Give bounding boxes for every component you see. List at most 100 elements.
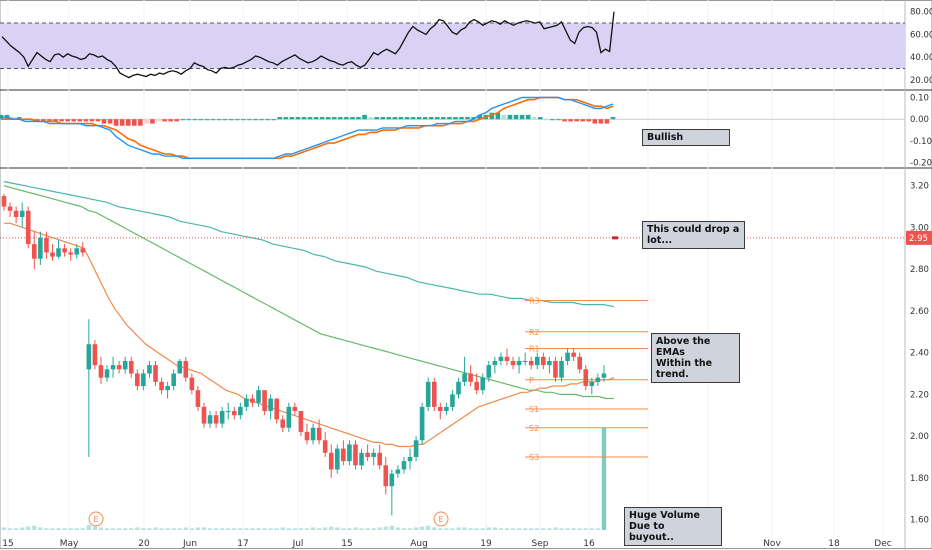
macd-histogram-bar (319, 117, 325, 120)
volume-bar (462, 527, 467, 530)
volume-bar (516, 528, 522, 530)
macd-histogram-bar (434, 117, 440, 120)
volume-bar (480, 528, 485, 530)
x-tick-label: Aug (410, 539, 428, 549)
candle-body (395, 469, 401, 474)
candle-body (322, 440, 328, 453)
candle-body (274, 398, 279, 420)
candle-body (541, 356, 546, 366)
volume-bar (407, 528, 413, 530)
volume-bar (510, 528, 516, 530)
volume-bar (56, 528, 61, 530)
annotation-drop: This could drop a lot... (642, 221, 745, 249)
candle-body (177, 360, 183, 374)
candle-body (504, 356, 510, 361)
candle-body (571, 352, 576, 357)
volume-bar (583, 528, 588, 530)
volume-bar (32, 525, 37, 530)
candle-body (56, 248, 61, 257)
current-price-badge (906, 230, 932, 245)
volume-bar (292, 528, 298, 530)
candle-body (462, 373, 467, 382)
volume-bar (541, 528, 546, 530)
macd-histogram-bar (271, 119, 276, 121)
candle-body (110, 365, 116, 370)
macd-histogram-bar (198, 119, 204, 121)
rsi-tick-label: 80.00 (910, 8, 932, 18)
macd-histogram-bar (380, 117, 386, 120)
candle-body (595, 377, 601, 382)
volume-bar (365, 528, 370, 530)
macd-histogram-bar (53, 119, 58, 122)
x-tick-label: Nov (763, 539, 781, 549)
pivot-label: R3 (529, 296, 540, 305)
volume-bar (26, 526, 31, 530)
volume-bar (553, 527, 558, 530)
volume-bar (213, 528, 219, 530)
candle-body (213, 415, 219, 424)
price-tick-label: 2.80 (910, 265, 929, 275)
macd-histogram-bar (598, 119, 604, 124)
macd-histogram-bar (495, 112, 501, 120)
candle-body (141, 373, 146, 387)
volume-bar (244, 528, 249, 530)
macd-histogram-bar (398, 117, 404, 120)
macd-histogram-bar (162, 119, 167, 122)
candle-body (86, 344, 92, 370)
macd-histogram-bar (186, 119, 192, 121)
candle-body (413, 440, 419, 457)
candle-body (122, 360, 128, 370)
volume-bar (341, 528, 346, 530)
macd-histogram-bar (77, 119, 83, 122)
macd-histogram-bar (277, 117, 283, 120)
candle-body (583, 369, 589, 387)
macd-histogram-bar (325, 117, 331, 120)
macd-histogram-bar (513, 114, 519, 120)
candle-body (516, 360, 522, 366)
candle-body (468, 373, 473, 382)
volume-bar (419, 526, 425, 530)
macd-histogram-bar (525, 114, 531, 120)
volume-bar (38, 527, 43, 530)
macd-histogram-bar (119, 119, 125, 126)
x-tick-label: 17 (237, 539, 248, 549)
volume-bar (371, 528, 376, 530)
volume-bar (353, 527, 358, 530)
current-price-label: 2.95 (909, 234, 928, 244)
macd-histogram-bar (71, 119, 77, 122)
candle-body (189, 377, 195, 391)
candle-body (268, 398, 273, 412)
volume-bar (116, 528, 122, 530)
volume-bar (389, 525, 395, 530)
volume-bar (316, 528, 322, 530)
macd-tick-label: -0.20 (910, 159, 932, 169)
volume-bar (486, 527, 491, 530)
pivot-label: R1 (529, 344, 540, 353)
macd-histogram-bar (65, 119, 70, 122)
candle-body (207, 415, 213, 424)
volume-bar (19, 527, 25, 530)
candle-body (438, 406, 443, 412)
candle-body (310, 427, 316, 441)
macd-histogram-bar (368, 117, 373, 120)
macd-histogram-bar (228, 119, 234, 121)
price-tick-label: 2.20 (910, 390, 929, 400)
macd-histogram-bar (313, 117, 319, 120)
macd-histogram-bar (168, 119, 173, 122)
volume-bar (395, 527, 401, 530)
macd-histogram-bar (447, 117, 452, 120)
volume-bar (286, 528, 292, 530)
macd-histogram-bar (416, 117, 422, 120)
candle-body (341, 448, 346, 462)
macd-signal-line (1, 96, 614, 160)
candle-body (250, 398, 255, 403)
candle-body (50, 252, 55, 257)
candle-body (62, 248, 67, 253)
candle-body (19, 210, 25, 217)
candle-body (280, 419, 286, 428)
candle-body (589, 381, 595, 387)
candle-body (38, 237, 43, 259)
candle-body (153, 365, 158, 382)
candle-body (244, 398, 249, 407)
macd-histogram-bar (35, 119, 40, 122)
